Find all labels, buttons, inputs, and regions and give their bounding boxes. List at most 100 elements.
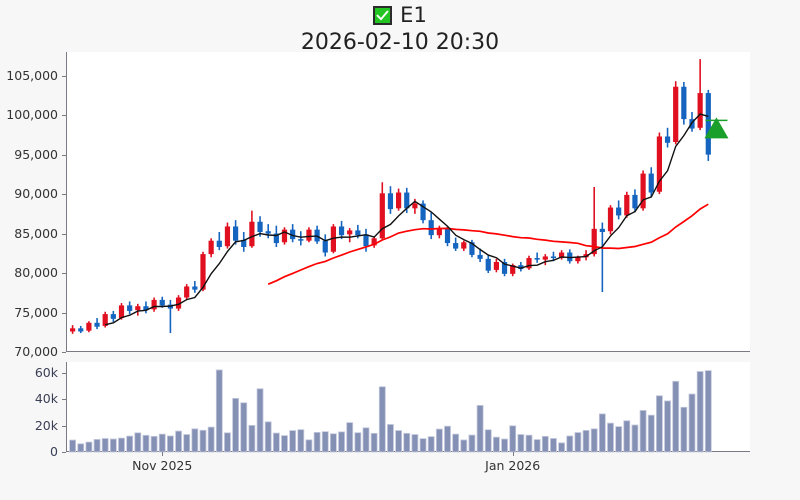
candle-body bbox=[518, 265, 524, 270]
candle-body bbox=[159, 299, 165, 306]
candle-body bbox=[200, 254, 206, 290]
volume-bar bbox=[289, 430, 297, 453]
volume-bar bbox=[158, 433, 166, 453]
candle-body bbox=[143, 306, 149, 311]
candle-body bbox=[347, 230, 353, 235]
volume-bar bbox=[680, 406, 688, 453]
price-tick-label: 85,000 bbox=[14, 225, 58, 241]
volume-tick-mark bbox=[62, 399, 66, 401]
candle-body bbox=[575, 257, 581, 262]
volume-bar bbox=[550, 438, 557, 453]
candle-body bbox=[477, 254, 483, 259]
volume-bar bbox=[232, 397, 240, 453]
candle-body bbox=[192, 286, 198, 290]
candle-body bbox=[233, 226, 239, 241]
price-tick-mark bbox=[62, 194, 66, 196]
volume-bar bbox=[175, 430, 182, 453]
volume-tick-label: 20k bbox=[34, 417, 58, 433]
price-tick-mark bbox=[62, 75, 66, 77]
candle-body bbox=[485, 258, 491, 271]
volume-bar bbox=[150, 435, 158, 453]
checked-checkbox-icon[interactable] bbox=[373, 5, 393, 25]
candle-body bbox=[208, 240, 214, 255]
volume-bar bbox=[305, 439, 313, 453]
candle-body bbox=[428, 220, 434, 236]
volume-bar bbox=[672, 380, 680, 453]
volume-bar bbox=[639, 410, 647, 453]
volume-bar bbox=[598, 413, 606, 453]
candle-body bbox=[249, 221, 255, 247]
volume-bar bbox=[224, 432, 231, 453]
volume-bar bbox=[142, 434, 150, 453]
candle-body bbox=[559, 252, 565, 259]
chart-header: E1 2026-02-10 20:30 bbox=[0, 0, 800, 54]
candle-body bbox=[330, 226, 336, 252]
candle-body bbox=[224, 226, 231, 247]
candle-body bbox=[444, 228, 451, 244]
candle-body bbox=[697, 93, 703, 128]
volume-bar bbox=[582, 430, 590, 453]
datetime-label: 2026-02-10 20:30 bbox=[300, 30, 500, 55]
candle-body bbox=[616, 207, 622, 216]
price-tick-mark bbox=[62, 312, 66, 314]
volume-bar bbox=[118, 437, 125, 453]
price-candles-layer bbox=[70, 59, 729, 334]
volume-bar bbox=[387, 424, 394, 453]
volume-bar bbox=[362, 427, 370, 453]
volume-bar bbox=[492, 436, 500, 453]
volume-bar bbox=[696, 371, 704, 453]
volume-bar bbox=[460, 439, 468, 453]
volume-bar bbox=[346, 422, 354, 453]
volume-bar bbox=[167, 435, 174, 453]
volume-bar bbox=[509, 425, 517, 453]
volume-bar bbox=[101, 438, 109, 453]
candle-body bbox=[322, 240, 328, 253]
symbol-label: E1 bbox=[400, 2, 427, 27]
candle-body bbox=[118, 305, 125, 319]
candle-body bbox=[550, 256, 557, 259]
candle-body bbox=[599, 228, 605, 232]
volume-bar bbox=[607, 422, 614, 453]
volume-tick-label: 0 bbox=[50, 444, 58, 459]
candle-body bbox=[493, 262, 499, 270]
volume-bar bbox=[468, 434, 476, 453]
price-axis-spine bbox=[66, 52, 67, 352]
candle-body bbox=[102, 314, 108, 326]
candle-body bbox=[681, 86, 687, 120]
volume-bar bbox=[93, 439, 101, 453]
x-tick-label: Jan 2026 bbox=[485, 458, 541, 473]
volume-bar bbox=[403, 432, 411, 453]
volume-tick-mark bbox=[62, 372, 66, 374]
candle-body bbox=[673, 86, 679, 142]
candle-body bbox=[257, 221, 263, 232]
buy-signal-triangle bbox=[704, 117, 729, 139]
volume-panel bbox=[66, 362, 750, 453]
candle-body bbox=[591, 228, 597, 255]
volume-bar bbox=[452, 433, 460, 453]
x-tick-mark bbox=[512, 452, 514, 456]
volume-bar bbox=[248, 424, 256, 453]
volume-tick-label: 40k bbox=[34, 391, 58, 407]
price-tick-mark bbox=[62, 115, 66, 117]
candle-body bbox=[175, 297, 182, 309]
volume-bar bbox=[199, 429, 207, 453]
candle-body bbox=[127, 305, 133, 311]
candle-body bbox=[70, 328, 76, 332]
price-tick-label: 95,000 bbox=[14, 146, 58, 162]
volume-bar bbox=[427, 436, 435, 453]
volume-bar bbox=[378, 386, 386, 453]
candle-body bbox=[355, 230, 361, 236]
volume-bar bbox=[476, 405, 484, 453]
candle-body bbox=[281, 229, 288, 243]
candle-body bbox=[216, 240, 222, 247]
volume-bar bbox=[134, 432, 142, 453]
candle-body bbox=[510, 265, 516, 274]
candle-body bbox=[78, 328, 84, 332]
candle-body bbox=[664, 136, 671, 143]
candle-body bbox=[306, 229, 312, 241]
volume-bar bbox=[590, 428, 598, 453]
x-tick-label: Nov 2025 bbox=[132, 458, 193, 473]
candle-body bbox=[632, 194, 638, 209]
volume-bar bbox=[533, 439, 541, 453]
price-tick-label: 70,000 bbox=[14, 344, 58, 359]
